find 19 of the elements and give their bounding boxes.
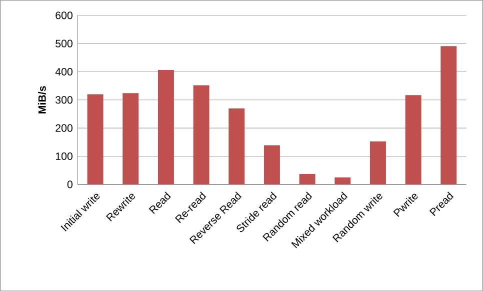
bar	[440, 46, 457, 184]
bar	[334, 177, 351, 184]
bar	[87, 94, 104, 184]
y-tick-label: 0	[67, 180, 72, 188]
y-tick-label: 100	[56, 152, 72, 160]
y-tick-label: 400	[55, 68, 72, 76]
bar	[264, 145, 280, 184]
y-tick-label: 300	[56, 96, 72, 104]
bar	[193, 85, 210, 184]
y-axis-title: MiB/s	[38, 86, 46, 114]
bar	[405, 94, 422, 184]
bar	[158, 70, 174, 184]
bar	[299, 174, 316, 184]
bar	[228, 108, 245, 184]
y-tick-label: 600	[56, 11, 72, 19]
bar	[122, 92, 139, 184]
bar	[370, 141, 386, 184]
y-tick-label: 500	[56, 40, 72, 48]
y-tick-label: 200	[56, 124, 72, 132]
